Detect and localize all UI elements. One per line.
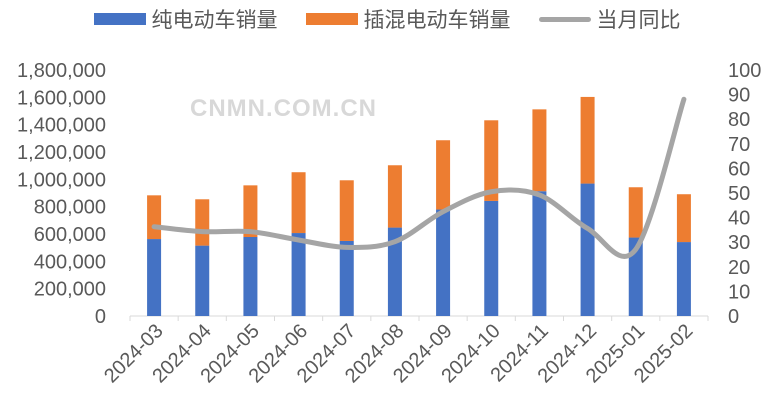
right-tick-label: 40: [728, 208, 750, 230]
left-tick-label: 800,000: [34, 197, 106, 219]
right-tick-label: 50: [728, 183, 750, 205]
left-tick-label: 0: [95, 306, 106, 328]
bar-phev: [339, 180, 354, 241]
legend-item-yoy: 当月同比: [538, 4, 681, 34]
legend-item-phev: 插混电动车销量: [305, 4, 511, 34]
bar-phev: [628, 187, 643, 238]
bar-bev: [243, 237, 258, 316]
bar-phev: [195, 199, 210, 246]
legend-swatch-yoy: [538, 16, 591, 22]
legend-label-phev: 插混电动车销量: [363, 9, 511, 32]
bar-phev: [484, 120, 499, 201]
right-tick-label: 100: [728, 60, 761, 82]
right-tick-label: 60: [728, 158, 750, 180]
legend-label-yoy: 当月同比: [596, 9, 681, 32]
bar-phev: [147, 195, 162, 240]
legend: 纯电动车销量 插混电动车销量 当月同比: [0, 4, 774, 34]
left-tick-label: 1,600,000: [17, 87, 106, 109]
bar-bev: [436, 209, 451, 316]
bar-bev: [676, 242, 691, 316]
bar-phev: [436, 140, 451, 210]
right-tick-label: 30: [728, 232, 750, 254]
bar-bev: [532, 191, 547, 316]
watermark: CNMN.COM.CN: [190, 95, 377, 122]
left-tick-label: 1,000,000: [17, 169, 106, 191]
left-tick-label: 1,800,000: [17, 60, 106, 82]
left-tick-label: 200,000: [34, 279, 106, 301]
right-tick-label: 0: [728, 306, 739, 328]
bar-bev: [195, 245, 210, 316]
bar-phev: [676, 194, 691, 243]
bar-bev: [484, 200, 499, 316]
bar-bev: [339, 240, 354, 316]
left-tick-label: 1,400,000: [17, 115, 106, 137]
left-tick-label: 1,200,000: [17, 142, 106, 164]
bar-phev: [291, 172, 306, 234]
right-tick-label: 70: [728, 134, 750, 156]
legend-swatch-phev: [305, 13, 358, 25]
right-tick-label: 90: [728, 85, 750, 107]
bar-bev: [147, 239, 162, 316]
bar-bev: [628, 237, 643, 316]
right-tick-label: 80: [728, 109, 750, 131]
bar-phev: [580, 96, 595, 184]
legend-swatch-bev: [93, 13, 146, 25]
right-tick-label: 20: [728, 257, 750, 279]
bar-phev: [243, 185, 258, 238]
legend-item-bev: 纯电动车销量: [93, 4, 278, 34]
bar-phev: [387, 165, 402, 228]
bar-bev: [387, 227, 402, 316]
right-tick-label: 10: [728, 281, 750, 303]
bar-bev: [580, 183, 595, 316]
legend-label-bev: 纯电动车销量: [151, 9, 278, 32]
bar-bev: [291, 233, 306, 316]
left-tick-label: 400,000: [34, 251, 106, 273]
bar-phev: [532, 109, 547, 192]
left-tick-label: 600,000: [34, 224, 106, 246]
